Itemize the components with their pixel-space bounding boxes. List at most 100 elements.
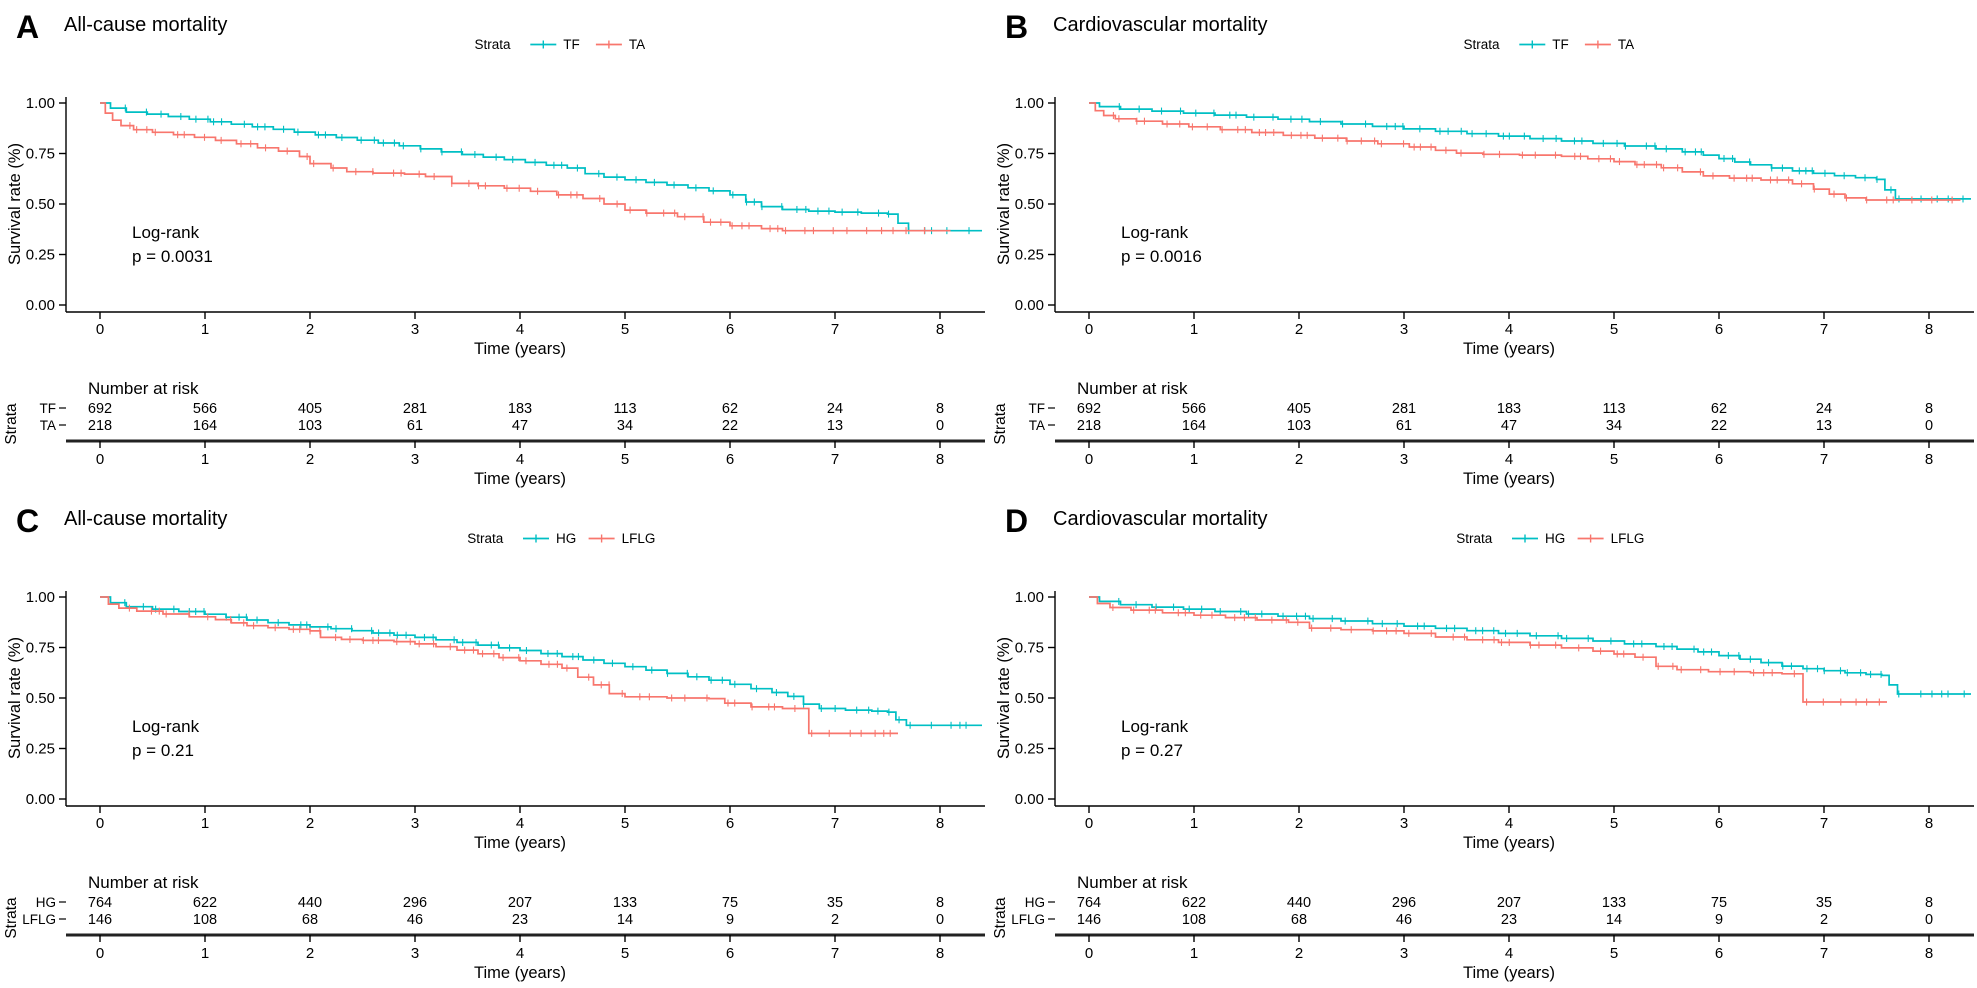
risk-table-header: Number at risk [88, 379, 199, 398]
risk-count: 22 [1711, 418, 1727, 434]
strata-axis-label: Strata [3, 897, 20, 939]
risk-count: 9 [1715, 912, 1723, 928]
risk-x-tick-label: 4 [516, 945, 524, 962]
x-tick-label: 1 [201, 321, 209, 338]
risk-count: 34 [1606, 418, 1622, 434]
x-axis-title: Time (years) [474, 834, 566, 852]
risk-x-tick-label: 7 [1820, 945, 1828, 962]
x-tick-label: 6 [1715, 815, 1723, 832]
x-tick-label: 5 [621, 815, 629, 832]
x-tick-label: 5 [1610, 815, 1618, 832]
risk-count: 23 [1501, 912, 1517, 928]
y-tick-label: 1.00 [1015, 95, 1044, 112]
plot-area: 1.00 0.75 0.50 0.25 0.00 0 1 2 3 4 5 6 7 8 [1015, 95, 1974, 338]
risk-x-tick-label: 0 [96, 945, 104, 962]
risk-count: 75 [722, 895, 738, 911]
x-tick-label: 2 [306, 321, 314, 338]
risk-count: 622 [1182, 895, 1206, 911]
x-tick-label: 1 [1190, 815, 1198, 832]
risk-x-tick-label: 8 [936, 945, 944, 962]
risk-count: 62 [722, 401, 738, 417]
risk-x-tick-label: 6 [1715, 945, 1723, 962]
y-axis-title: Survival rate (%) [995, 637, 1013, 759]
risk-count: 108 [1182, 912, 1206, 928]
panel-c: C All-cause mortality Strata HG LFLG Survi… [3, 503, 985, 982]
x-tick-label: 8 [1925, 815, 1933, 832]
risk-x-tick-label: 7 [831, 945, 839, 962]
risk-count: 61 [1396, 418, 1412, 434]
risk-count: 207 [508, 895, 532, 911]
x-tick-label: 4 [1505, 815, 1513, 832]
x-tick-label: 6 [726, 321, 734, 338]
risk-count: 13 [1816, 418, 1832, 434]
risk-count: 164 [193, 418, 217, 434]
x-tick-label: 8 [1925, 321, 1933, 338]
risk-row-label: TA [1029, 418, 1045, 433]
risk-count: 566 [1182, 401, 1206, 417]
censor-marks-tf [1118, 103, 1964, 203]
risk-count: 133 [1602, 895, 1626, 911]
x-axis-title: Time (years) [474, 340, 566, 358]
survival-curve-tf [100, 102, 982, 232]
logrank-label: Log-rank [1121, 717, 1189, 736]
risk-count: 35 [827, 895, 843, 911]
y-tick-label: 0.00 [1015, 297, 1044, 314]
p-value-label: p = 0.0016 [1121, 247, 1202, 266]
risk-count: 281 [403, 401, 427, 417]
x-tick-label: 0 [1085, 815, 1093, 832]
x-tick-label: 0 [1085, 321, 1093, 338]
x-tick-label: 8 [936, 815, 944, 832]
risk-count: 692 [88, 401, 112, 417]
legend-entry-label: HG [1545, 531, 1565, 546]
x-tick-label: 7 [1820, 321, 1828, 338]
legend-title: Strata [475, 37, 512, 52]
x-tick-label: 4 [516, 815, 524, 832]
risk-count: 296 [1392, 895, 1416, 911]
risk-count: 440 [298, 895, 322, 911]
y-axis-title: Survival rate (%) [6, 143, 24, 265]
censor-marks-lflg [128, 604, 891, 737]
risk-x-tick-label: 6 [1715, 451, 1723, 468]
risk-count: 2 [1820, 912, 1828, 928]
survival-curve-tf [1089, 102, 1971, 200]
risk-count: 35 [1816, 895, 1832, 911]
risk-x-axis-title: Time (years) [1463, 964, 1555, 982]
x-tick-label: 2 [306, 815, 314, 832]
risk-count: 9 [726, 912, 734, 928]
risk-count: 8 [1925, 895, 1933, 911]
legend: Strata HG LFLG [467, 531, 655, 546]
risk-x-tick-label: 1 [201, 451, 209, 468]
risk-count: 281 [1392, 401, 1416, 417]
y-tick-label: 0.50 [1015, 690, 1044, 707]
y-tick-label: 0.50 [26, 196, 55, 213]
risk-count: 146 [88, 912, 112, 928]
plot-area: 1.00 0.75 0.50 0.25 0.00 0 1 2 3 4 5 6 7 8 [26, 589, 985, 832]
risk-count: 108 [193, 912, 217, 928]
p-value-label: p = 0.27 [1121, 741, 1183, 760]
x-tick-label: 2 [1295, 815, 1303, 832]
y-tick-label: 0.75 [1015, 146, 1044, 163]
risk-count: 133 [613, 895, 637, 911]
panel-title: Cardiovascular mortality [1053, 14, 1268, 36]
x-tick-label: 3 [411, 815, 419, 832]
strata-axis-label: Strata [3, 403, 20, 445]
risk-count: 103 [298, 418, 322, 434]
panel-title: All-cause mortality [64, 14, 227, 36]
risk-x-tick-label: 8 [936, 451, 944, 468]
risk-count: 0 [936, 418, 944, 434]
risk-count: 47 [1501, 418, 1517, 434]
x-tick-label: 4 [516, 321, 524, 338]
risk-row-label: HG [1025, 895, 1045, 910]
risk-x-tick-label: 8 [1925, 451, 1933, 468]
risk-x-axis-title: Time (years) [1463, 470, 1555, 488]
x-tick-label: 7 [831, 815, 839, 832]
risk-count: 164 [1182, 418, 1206, 434]
strata-axis-label: Strata [992, 403, 1009, 445]
x-tick-label: 0 [96, 815, 104, 832]
risk-count: 14 [1606, 912, 1622, 928]
legend-title: Strata [1464, 37, 1501, 52]
panel-letter: A [16, 9, 39, 45]
y-tick-label: 0.25 [26, 741, 55, 758]
risk-x-tick-label: 0 [96, 451, 104, 468]
